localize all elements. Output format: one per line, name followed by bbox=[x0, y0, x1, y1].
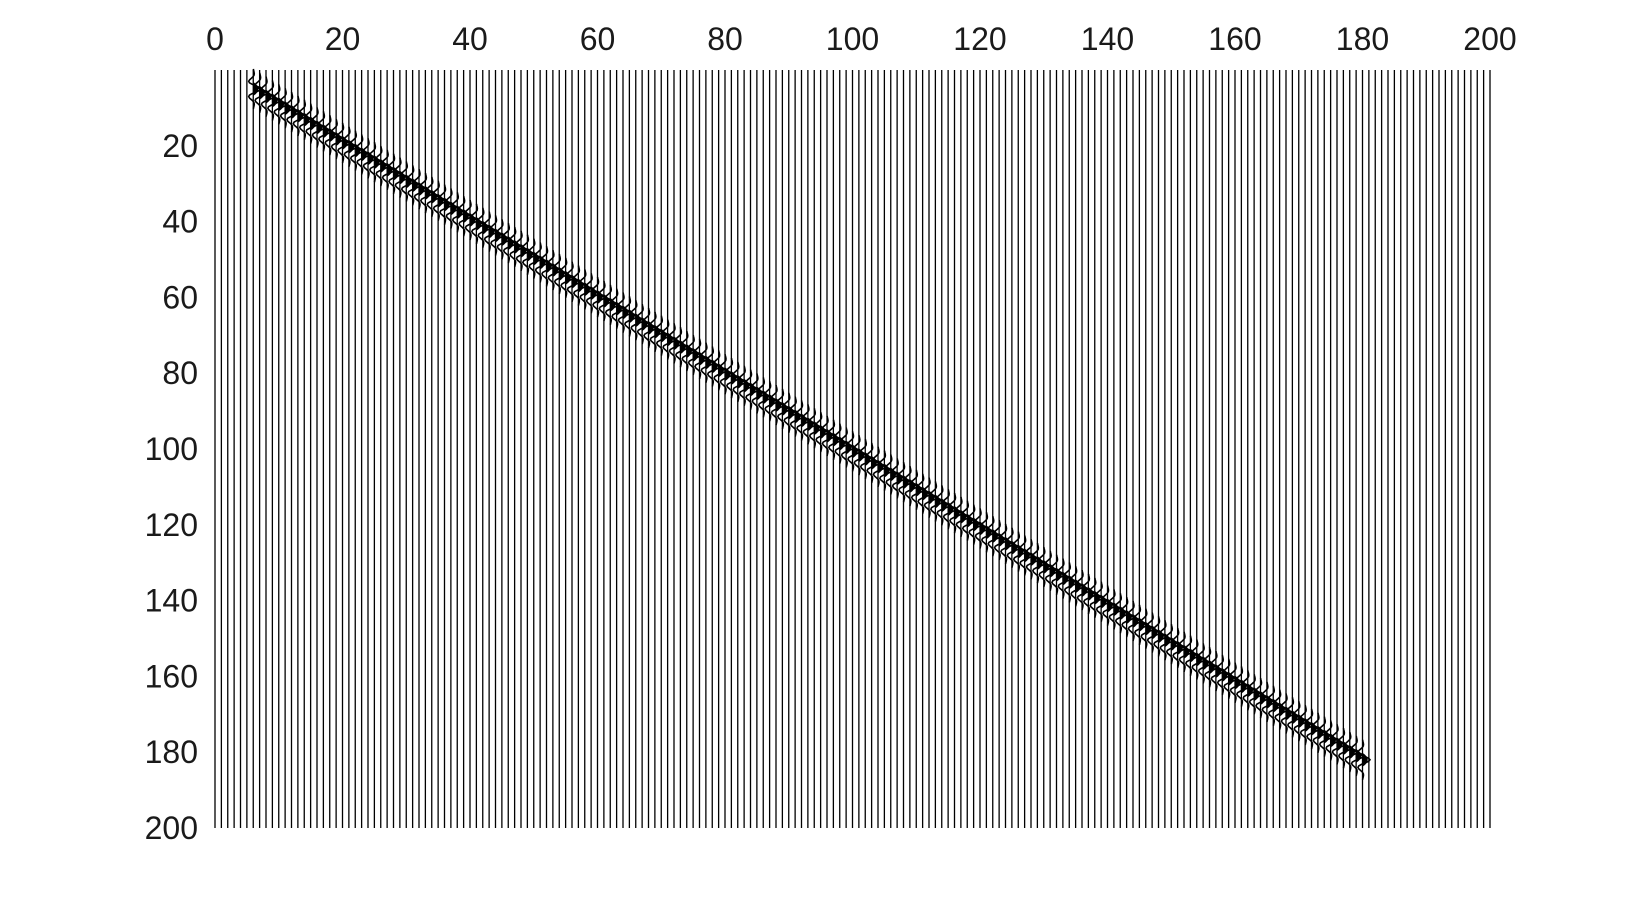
y-tick-labels: 20 40 60 80 100 120 140 160 180 200 bbox=[145, 128, 198, 846]
x-tick-label-80: 80 bbox=[707, 21, 743, 57]
y-tick-label-40: 40 bbox=[162, 204, 198, 240]
x-tick-label-200: 200 bbox=[1463, 21, 1516, 57]
wavelet-180 bbox=[1357, 739, 1372, 780]
x-tick-labels: 0 20 40 60 80 100 120 140 160 180 200 bbox=[206, 21, 1517, 57]
wavelet-fill-180 bbox=[1362, 752, 1368, 767]
x-tick-label-140: 140 bbox=[1081, 21, 1134, 57]
x-tick-label-60: 60 bbox=[580, 21, 616, 57]
y-tick-label-180: 180 bbox=[145, 734, 198, 770]
y-tick-label-160: 160 bbox=[145, 658, 198, 694]
x-tick-label-40: 40 bbox=[452, 21, 488, 57]
y-tick-label-80: 80 bbox=[162, 355, 198, 391]
x-tick-label-0: 0 bbox=[206, 21, 224, 57]
x-tick-label-160: 160 bbox=[1208, 21, 1261, 57]
x-tick-label-180: 180 bbox=[1336, 21, 1389, 57]
y-tick-label-100: 100 bbox=[145, 431, 198, 467]
y-tick-label-200: 200 bbox=[145, 810, 198, 846]
seismic-traces bbox=[214, 70, 1491, 828]
y-tick-label-120: 120 bbox=[145, 507, 198, 543]
event-wavelets bbox=[247, 68, 1372, 780]
y-tick-label-60: 60 bbox=[162, 279, 198, 315]
y-tick-label-140: 140 bbox=[145, 583, 198, 619]
y-tick-label-20: 20 bbox=[162, 128, 198, 164]
x-tick-label-120: 120 bbox=[953, 21, 1006, 57]
x-tick-label-100: 100 bbox=[826, 21, 879, 57]
x-tick-label-20: 20 bbox=[325, 21, 361, 57]
